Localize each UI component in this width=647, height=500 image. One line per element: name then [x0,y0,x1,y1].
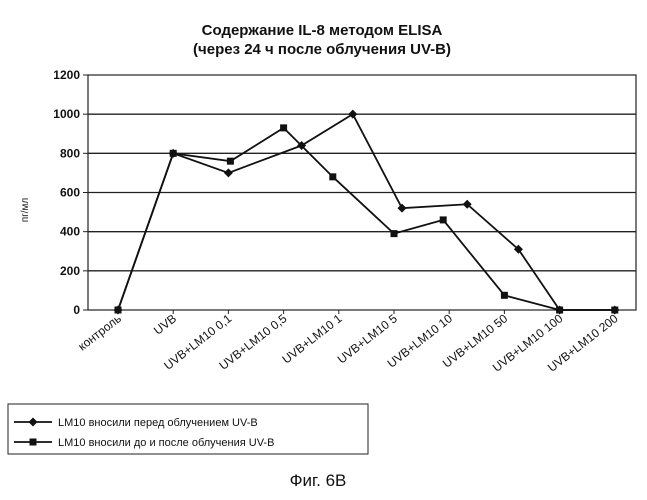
y-tick-label-800: 800 [60,146,80,160]
series-1-line [118,114,615,310]
y-tick-label-400: 400 [60,225,80,239]
y-axis-ticks: 0 200 400 600 800 1000 1200 [53,68,88,317]
series-2-point-7 [501,292,508,299]
series-2-point-5 [391,230,398,237]
y-axis-label: пг/мл [20,198,31,223]
x-tick-label-4: UVB+LM10 1 [280,311,345,366]
series-2-point-1 [170,150,177,157]
series-2-point-6 [440,216,447,223]
series-1-point-2 [224,168,233,177]
y-tick-label-0: 0 [73,303,80,317]
legend-item-1: LM10 вносили перед облучением UV-B [14,417,258,429]
legend-marker-diamond [29,418,38,427]
legend-label-2: LM10 вносили до и после облучения UV-B [58,437,274,449]
chart-title-line-1: Содержание IL-8 методом ELISA [202,22,443,39]
x-tick-label-0: контроль [75,311,123,353]
y-tick-label-600: 600 [60,186,80,200]
series-1-point-5 [398,204,407,213]
legend: LM10 вносили перед облучением UV-B LM10 в… [8,404,368,454]
series-2-point-2 [227,158,234,165]
chart-title-line-2: (через 24 ч после облучения UV-B) [193,41,451,58]
y-tick-label-1000: 1000 [53,107,80,121]
gridlines [88,114,636,271]
legend-marker-square [30,439,37,446]
legend-item-2: LM10 вносили до и после облучения UV-B [14,437,274,449]
x-tick-label-1: UVB [151,311,179,337]
figure-caption: Фиг. 6B [290,471,347,490]
series-2-point-0 [115,307,122,314]
series-1-point-4 [348,110,357,119]
series-2-point-8 [556,307,563,314]
series-2-point-9 [611,307,618,314]
series-2-point-3 [280,124,287,131]
y-tick-label-1200: 1200 [53,68,80,82]
y-tick-label-200: 200 [60,264,80,278]
x-axis-categories: контрольUVBUVB+LM10 0,1UVB+LM10 0,5UVB+L… [75,310,620,375]
legend-label-1: LM10 вносили перед облучением UV-B [58,417,258,429]
series-2-point-4 [329,173,336,180]
series-1 [114,110,620,315]
series-lines [114,110,620,315]
